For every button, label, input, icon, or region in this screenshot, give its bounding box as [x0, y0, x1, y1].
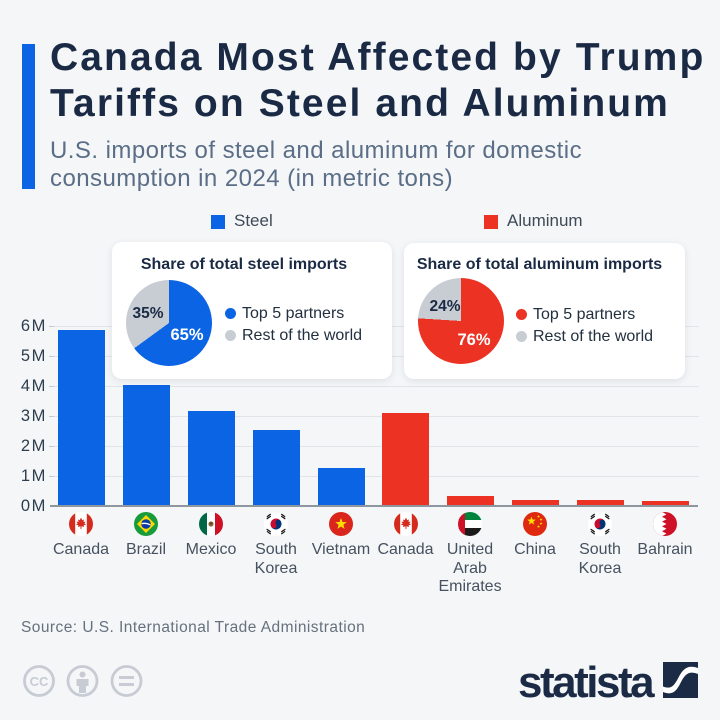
svg-text:CC: CC — [30, 674, 49, 689]
